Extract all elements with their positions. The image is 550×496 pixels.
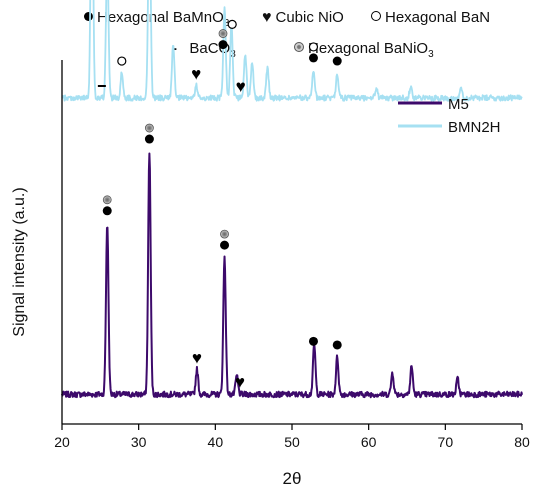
phase-legend-item: Hexagonal BaN — [371, 6, 490, 30]
open-circle-marker — [117, 56, 127, 66]
heart-marker: ♥ — [235, 373, 245, 392]
heart-marker: ♥ — [192, 348, 202, 367]
peak-marker-layer: ♥ ♥ ♥ ♥ — [97, 19, 342, 392]
open-circle-marker — [227, 19, 237, 30]
phase-label: Hexagonal BaMnO — [97, 9, 224, 26]
heart-icon: ♥ — [262, 9, 272, 26]
x-tick-label: 80 — [514, 434, 530, 450]
star-circle-marker — [144, 123, 154, 133]
phase-label-subscript: 3 — [428, 49, 434, 60]
x-tick-label: 50 — [284, 434, 300, 450]
filled-circle-marker — [332, 56, 342, 66]
x-tick-layer: 20 30 40 50 60 70 80 — [54, 424, 530, 450]
dash-icon: - — [172, 40, 177, 57]
legend-label-bmn2h: BMN2H — [448, 119, 501, 136]
filled-circle-marker — [220, 240, 230, 250]
x-axis-label: 2θ — [283, 469, 302, 488]
heart-marker: ♥ — [191, 65, 201, 84]
x-tick-label: 30 — [131, 434, 147, 450]
open-circle-icon — [371, 11, 381, 21]
phase-legend-item: Hexagonal BaMnO3 — [84, 6, 229, 36]
y-axis-label: Signal intensity (a.u.) — [11, 187, 28, 336]
open-circle-marker — [308, 42, 319, 52]
phase-legend-item: Hexagonal BaNiO3 — [294, 37, 434, 67]
series-line-m5 — [61, 152, 523, 399]
series-layer — [61, 0, 523, 399]
filled-circle-marker — [144, 134, 154, 144]
x-tick-label: 40 — [208, 434, 224, 450]
filled-circle-marker — [308, 53, 318, 63]
filled-circle-marker — [308, 336, 318, 346]
phase-label: Cubic NiO — [275, 9, 344, 26]
phase-legend-item: ♥ Cubic NiO — [262, 6, 344, 30]
filled-circle-marker — [332, 340, 342, 350]
phase-label: Hexagonal BaNiO — [308, 40, 429, 57]
x-tick-label: 70 — [438, 434, 454, 450]
star-circle-marker — [220, 229, 229, 239]
phase-legend-row-1: Hexagonal BaMnO3 ♥ Cubic NiO Hexagonal Ba… — [0, 6, 550, 30]
legend-label-m5: M5 — [448, 96, 469, 113]
star-circle-marker — [218, 29, 228, 38]
filled-circle-marker — [102, 206, 112, 216]
star-circle-icon — [294, 42, 304, 52]
x-tick-label: 20 — [54, 434, 70, 450]
filled-circle-marker — [218, 40, 228, 50]
series-legend: M5 BMN2H — [398, 96, 501, 136]
heart-marker: ♥ — [236, 77, 246, 96]
star-circle-marker — [102, 195, 112, 205]
filled-circle-icon — [84, 12, 93, 21]
phase-label: Hexagonal BaN — [385, 9, 491, 26]
phase-label-subscript: 3 — [223, 18, 230, 29]
series-line-bmn2h — [61, 0, 523, 102]
x-tick-label: 60 — [361, 434, 377, 450]
